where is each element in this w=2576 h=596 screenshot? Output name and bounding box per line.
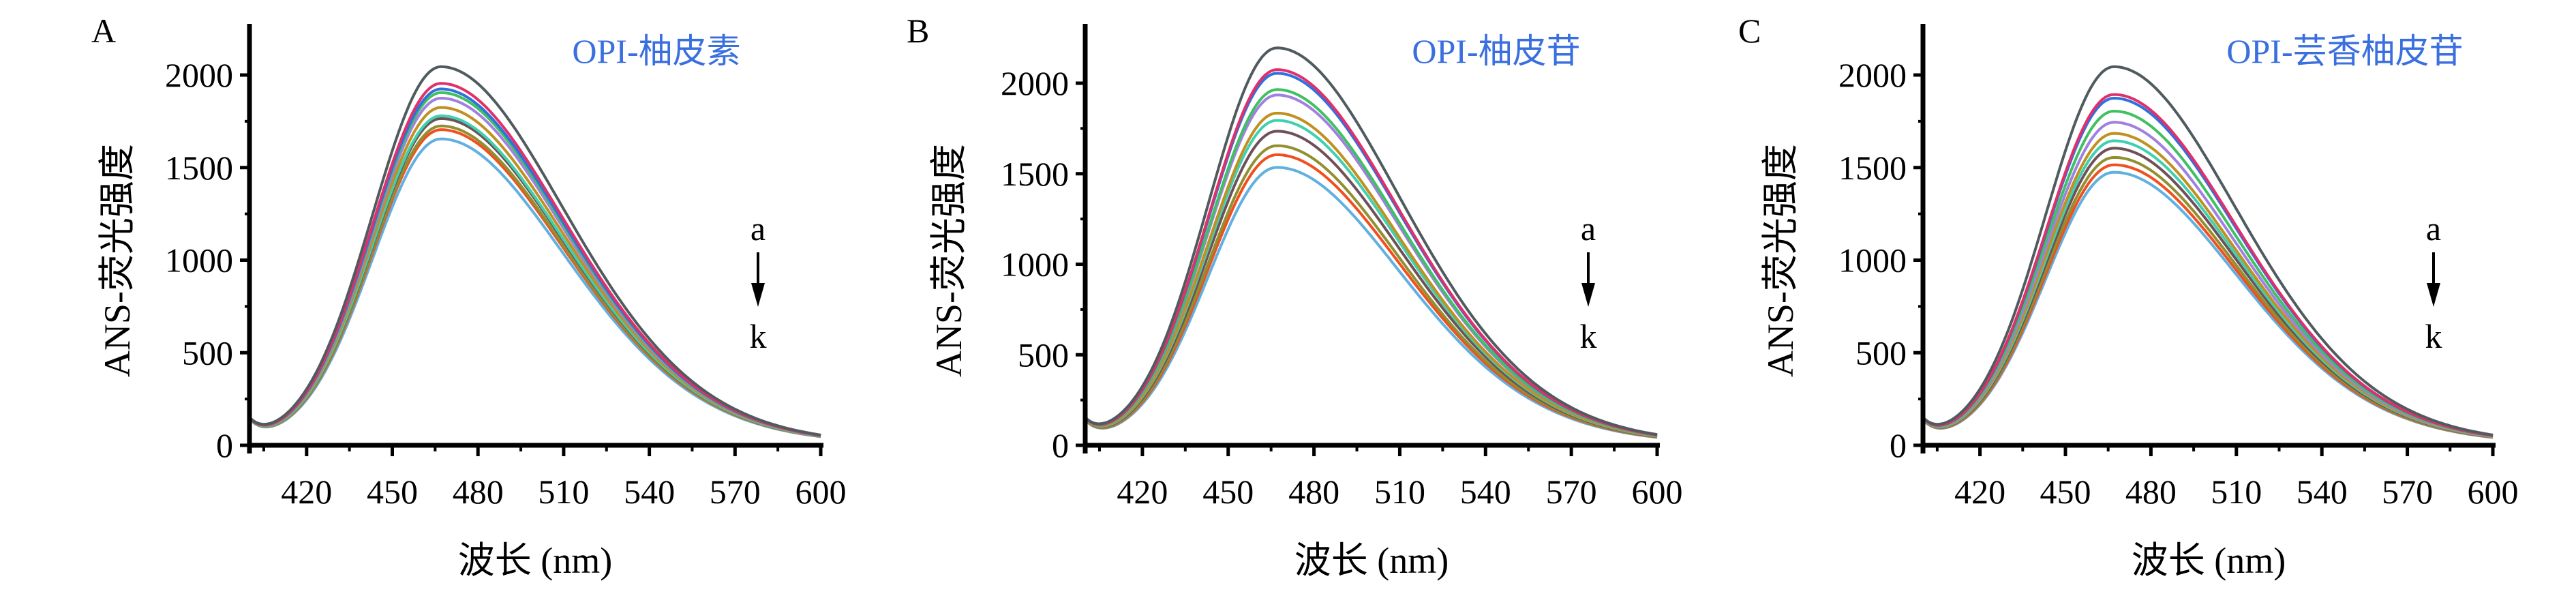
y-tick-label: 1500 [165,149,233,187]
series-line-e [248,96,821,437]
series-line-a [1084,46,1658,436]
y-tick-label: 1500 [1838,149,1907,187]
series-line-j [1922,163,2494,439]
x-tick-label: 600 [1632,473,1683,511]
x-tick-label: 420 [1954,473,2005,511]
series-line-f [248,106,821,438]
y-axis-label: ANS-荧光强度 [1760,144,1801,377]
series-line-f [1084,111,1658,438]
y-tick-label: 500 [1018,336,1069,374]
x-tick-label: 420 [1117,473,1168,511]
y-tick-label: 2000 [1001,64,1069,102]
chart-title: OPI-芸香柚皮苷 [2226,32,2463,70]
panel-c: C OPI-芸香柚皮苷 ANS-荧光强度 波长 (nm) a k 0 500 100… [1738,12,2519,581]
y-tick-label: 0 [1890,426,1907,464]
x-tick-label: 540 [624,473,675,511]
series-lines [248,65,821,438]
series-line-b [248,82,821,437]
y-tick-label: 1500 [1001,155,1069,193]
y-tick-label: 2000 [165,56,233,94]
y-axis-label: ANS-荧光强度 [928,144,969,377]
series-line-c [1084,72,1658,437]
arrow-down-icon [2427,283,2440,307]
x-tick-label: 510 [1374,473,1425,511]
x-tick-label: 480 [1288,473,1339,511]
series-end-label: k [1580,317,1597,355]
series-line-d [248,91,821,437]
series-line-d [1084,88,1658,437]
x-tick-label: 510 [538,473,589,511]
series-line-a [1922,65,2494,436]
series-line-i [1084,144,1658,438]
x-tick-label: 420 [281,473,332,511]
series-line-g [248,114,821,438]
series-line-b [1922,93,2494,437]
series-line-h [248,117,821,438]
series-start-label: a [1581,209,1596,248]
x-axis-label: 波长 (nm) [458,540,612,581]
y-tick-label: 500 [182,333,233,372]
series-end-label: k [2425,317,2442,355]
series-start-label: a [751,209,766,248]
x-tick-label: 570 [2382,473,2433,511]
series-lines [1084,46,1658,439]
y-tick-label: 1000 [1838,241,1907,280]
panel-letter: A [91,12,116,50]
series-line-e [1922,121,2494,438]
series-line-i [1922,155,2494,438]
arrow-down-icon [751,283,765,307]
x-tick-label: 570 [1546,473,1597,511]
x-tick-label: 570 [710,473,761,511]
y-axis-label: ANS-荧光强度 [97,144,138,377]
panel-a: A OPI-柚皮素 ANS-荧光强度 波长 (nm) a k 0 500 1000 1… [91,12,847,581]
chart-title: OPI-柚皮苷 [1412,32,1580,70]
y-tick-label: 500 [1855,333,1907,372]
y-tick-label: 2000 [1838,56,1907,94]
x-tick-label: 480 [2125,473,2177,511]
x-axis-label: 波长 (nm) [2132,540,2286,581]
y-tick-label: 1000 [1001,245,1069,284]
series-line-c [1922,96,2494,437]
x-tick-label: 540 [1460,473,1511,511]
panel-b: B OPI-柚皮苷 ANS-荧光强度 波长 (nm) a k 0 500 1000 1… [907,12,1683,581]
x-tick-label: 450 [1202,473,1254,511]
y-tick-label: 0 [1052,426,1069,464]
series-start-label: a [2426,209,2441,248]
x-tick-label: 450 [2040,473,2091,511]
panel-letter: B [907,12,929,50]
y-tick-label: 1000 [165,241,233,280]
arrow-down-icon [1581,283,1595,307]
x-tick-label: 510 [2211,473,2262,511]
series-line-b [1084,68,1658,436]
series-end-label: k [750,317,767,355]
y-tick-label: 0 [216,426,233,464]
x-tick-label: 600 [795,473,847,511]
x-tick-label: 540 [2297,473,2348,511]
x-tick-label: 450 [367,473,418,511]
panel-letter: C [1738,12,1761,50]
series-line-c [248,87,821,437]
x-tick-label: 600 [2468,473,2519,511]
series-lines [1922,65,2494,439]
x-tick-label: 480 [453,473,504,511]
x-axis-label: 波长 (nm) [1294,540,1449,581]
chart-title: OPI-柚皮素 [572,32,740,70]
series-line-a [248,65,821,436]
